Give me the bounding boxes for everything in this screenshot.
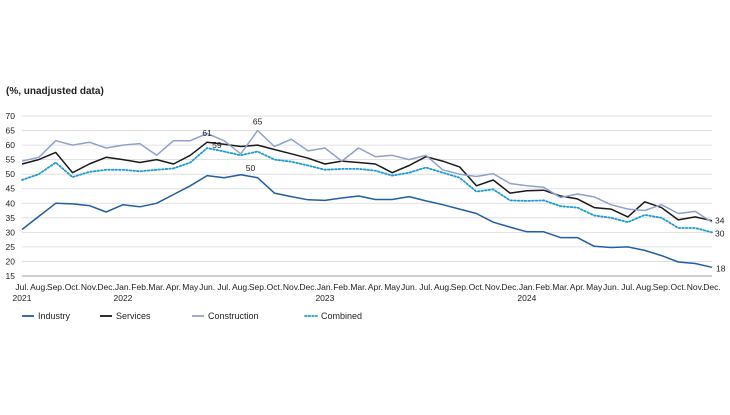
x-tick-label: Oct.: [469, 282, 485, 292]
x-tick-label: Aug.: [434, 282, 452, 292]
x-tick-label: Jul.: [419, 282, 432, 292]
data-label: 65: [253, 117, 263, 127]
x-tick-label: Dec.: [299, 282, 316, 292]
y-tick-label: 30: [6, 227, 16, 237]
series-line-combined: [21, 147, 713, 234]
x-tick-label: Dec.: [97, 282, 114, 292]
x-tick-label: Jan.: [519, 282, 535, 292]
x-tick-label: Feb.: [535, 282, 552, 292]
series-line-services: [21, 141, 713, 222]
y-tick-label: 70: [6, 111, 16, 121]
x-year-label: 2021: [13, 293, 32, 303]
x-tick-label: Aug.: [232, 282, 250, 292]
x-tick-label: Feb.: [333, 282, 350, 292]
x-tick-label: Oct.: [267, 282, 283, 292]
legend-label: Combined: [321, 311, 362, 321]
units-note: (%, unadjusted data): [6, 86, 104, 97]
y-tick-label: 50: [6, 169, 16, 179]
data-label: 34: [715, 216, 725, 226]
x-tick-label: Jul.: [621, 282, 634, 292]
series-line-construction: [21, 129, 713, 223]
data-label: 30: [715, 228, 725, 238]
y-tick-label: 60: [6, 140, 16, 150]
y-tick-label: 20: [6, 256, 16, 266]
y-tick-label: 25: [6, 242, 16, 252]
x-tick-label: Sep.: [47, 282, 65, 292]
y-tick-label: 35: [6, 213, 16, 223]
x-tick-label: Apr.: [570, 282, 585, 292]
data-label: 61: [202, 128, 212, 138]
x-tick-label: Oct.: [65, 282, 81, 292]
y-tick-label: 15: [6, 271, 16, 281]
x-tick-label: May: [586, 282, 603, 292]
legend-label: Industry: [38, 311, 71, 321]
x-tick-label: May: [182, 282, 199, 292]
x-tick-label: May: [384, 282, 401, 292]
y-tick-label: 45: [6, 184, 16, 194]
legend-label: Services: [116, 311, 151, 321]
data-label: 59: [212, 140, 222, 150]
x-tick-label: Jun.: [199, 282, 215, 292]
x-tick-label: Nov.: [687, 282, 704, 292]
data-label: 50: [246, 163, 256, 173]
x-tick-label: Nov.: [81, 282, 98, 292]
x-tick-label: Jun.: [401, 282, 417, 292]
x-tick-label: Aug.: [636, 282, 654, 292]
x-tick-label: Sep.: [249, 282, 267, 292]
x-tick-label: Apr.: [368, 282, 383, 292]
x-tick-label: Nov.: [283, 282, 300, 292]
series-line-industry: [21, 174, 713, 269]
x-tick-label: Sep.: [451, 282, 469, 292]
x-tick-label: Feb.: [131, 282, 148, 292]
x-tick-label: Sep.: [653, 282, 671, 292]
x-tick-label: Dec.: [501, 282, 518, 292]
x-tick-label: Jan.: [115, 282, 131, 292]
y-tick-label: 65: [6, 126, 16, 136]
x-tick-label: Jul.: [15, 282, 28, 292]
x-tick-label: Jun.: [603, 282, 619, 292]
x-tick-label: Nov.: [485, 282, 502, 292]
x-tick-label: Mar.: [350, 282, 367, 292]
x-tick-label: Mar.: [552, 282, 569, 292]
x-tick-label: Jul.: [217, 282, 230, 292]
x-tick-label: Dec.: [703, 282, 720, 292]
x-tick-label: Jan.: [317, 282, 333, 292]
x-tick-label: Oct.: [671, 282, 687, 292]
x-tick-label: Aug.: [30, 282, 48, 292]
y-tick-label: 55: [6, 155, 16, 165]
x-year-label: 2024: [517, 293, 536, 303]
x-year-label: 2023: [315, 293, 334, 303]
x-year-label: 2022: [114, 293, 133, 303]
data-label: 18: [716, 263, 726, 273]
x-tick-label: Mar.: [148, 282, 165, 292]
legend-label: Construction: [208, 311, 259, 321]
y-tick-label: 40: [6, 198, 16, 208]
x-tick-label: Apr.: [166, 282, 181, 292]
